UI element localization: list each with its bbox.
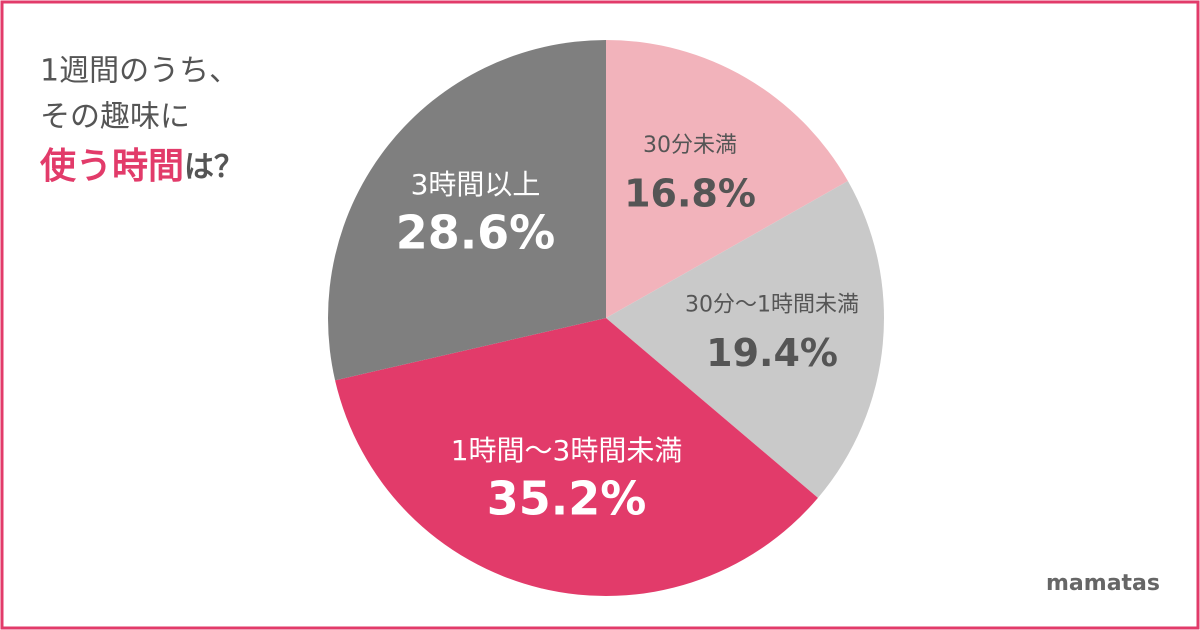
slice-label: 3時間以上	[411, 168, 541, 201]
brand: mamatas	[1046, 571, 1160, 596]
pie-slice	[606, 40, 848, 318]
value-label: 16.8%	[624, 171, 756, 215]
pie-slice	[335, 318, 818, 597]
value-label: 35.2%	[487, 472, 647, 526]
value-label: 28.6%	[396, 206, 556, 260]
title-tail: は？	[184, 150, 244, 185]
pie-slice	[606, 181, 885, 498]
slice-label: 30分～1時間未満	[685, 293, 859, 318]
title-highlight: 使う時間	[40, 146, 184, 187]
slice-label: 1時間～3時間未満	[451, 434, 683, 467]
pie	[328, 40, 885, 597]
slice-label: 30分未満	[643, 133, 737, 158]
title-line: 1週間のうち、	[40, 54, 239, 89]
title-line: 使う時間は？	[40, 146, 244, 187]
title-line: その趣味に	[40, 100, 190, 135]
pie-slice	[328, 40, 606, 381]
value-label: 19.4%	[706, 331, 838, 375]
